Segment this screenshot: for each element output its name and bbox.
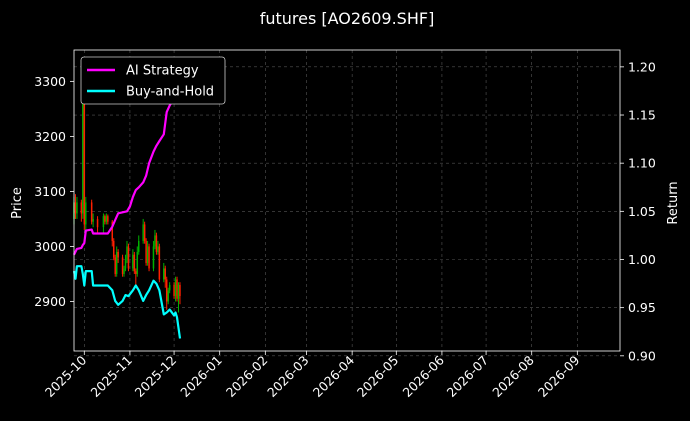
candle-body (123, 268, 125, 274)
candle-body (157, 246, 159, 252)
candle-body (102, 216, 105, 228)
legend-label-buy-and-hold: Buy-and-Hold (126, 85, 214, 100)
candle-body (135, 271, 137, 274)
candle-body (92, 218, 94, 222)
candle-body (177, 284, 180, 299)
candle-body (155, 235, 158, 252)
candle-body (168, 284, 171, 291)
y-left-tick-label: 3300 (34, 74, 66, 89)
candle-body (112, 240, 115, 258)
candle-body (152, 246, 155, 269)
candle-body (76, 202, 78, 214)
candle-body (111, 221, 114, 241)
candle-body (105, 216, 108, 222)
candle-body (143, 224, 146, 241)
candle-body (146, 246, 149, 263)
plot-frame (73, 49, 621, 352)
candle-body (90, 202, 93, 222)
candle-body (82, 64, 84, 214)
candle-body (107, 216, 109, 222)
candle-body (85, 202, 87, 225)
candle-body (142, 224, 144, 241)
candle-body (174, 279, 177, 296)
candle-body (148, 246, 150, 269)
candle-body (154, 235, 156, 247)
candle-body (165, 279, 168, 302)
candle-body (96, 218, 99, 228)
candle-body (176, 279, 178, 299)
y-right-tick-label: 0.95 (628, 300, 656, 315)
legend: AI Strategy Buy-and-Hold (80, 56, 226, 105)
candle-body (121, 257, 124, 274)
candle-body (163, 268, 165, 280)
y-left-tick-label: 3100 (34, 184, 66, 199)
y-right-tick-label: 1.05 (628, 204, 656, 219)
candle-body (117, 251, 119, 258)
legend-label-ai-strategy: AI Strategy (126, 64, 199, 79)
candle-body (104, 216, 106, 222)
y-axis-label-right: Return (666, 181, 681, 224)
candle-body (132, 254, 134, 269)
candle-body (74, 202, 77, 214)
candle-body (80, 202, 83, 214)
series-line-ai-strategy (73, 90, 179, 256)
candle-body (133, 254, 136, 272)
candle-body (124, 260, 127, 269)
candle-body (167, 290, 169, 302)
y-left-tick-label: 3000 (34, 239, 66, 254)
y-axis-label-left: Price (10, 187, 25, 219)
candle-body (158, 246, 161, 280)
y-right-tick-label: 1.00 (628, 252, 656, 267)
candles (73, 59, 181, 313)
candle-body (83, 64, 86, 225)
candle-body (173, 284, 175, 296)
y-left-tick-label: 2900 (34, 294, 66, 309)
y-right-tick-label: 0.90 (628, 348, 656, 363)
candle-body (115, 251, 118, 274)
chart-title: futures [AO2609.SHF] (260, 9, 435, 28)
candle-body (145, 240, 147, 263)
y-left-tick-label: 3200 (34, 129, 66, 144)
candle-body (136, 251, 139, 274)
legend-box (80, 56, 226, 105)
candle-body (127, 246, 130, 269)
candle-body (138, 240, 140, 252)
candle-body (126, 246, 128, 261)
candle-body (164, 268, 166, 280)
y-right-tick-label: 1.20 (628, 59, 656, 74)
y-right-tick-label: 1.15 (628, 108, 656, 123)
y-right-tick-label: 1.10 (628, 156, 656, 171)
series-lines (72, 90, 182, 339)
candle-body (114, 257, 116, 274)
series-line-buy-and-hold (72, 265, 182, 339)
candle-body (179, 284, 181, 296)
